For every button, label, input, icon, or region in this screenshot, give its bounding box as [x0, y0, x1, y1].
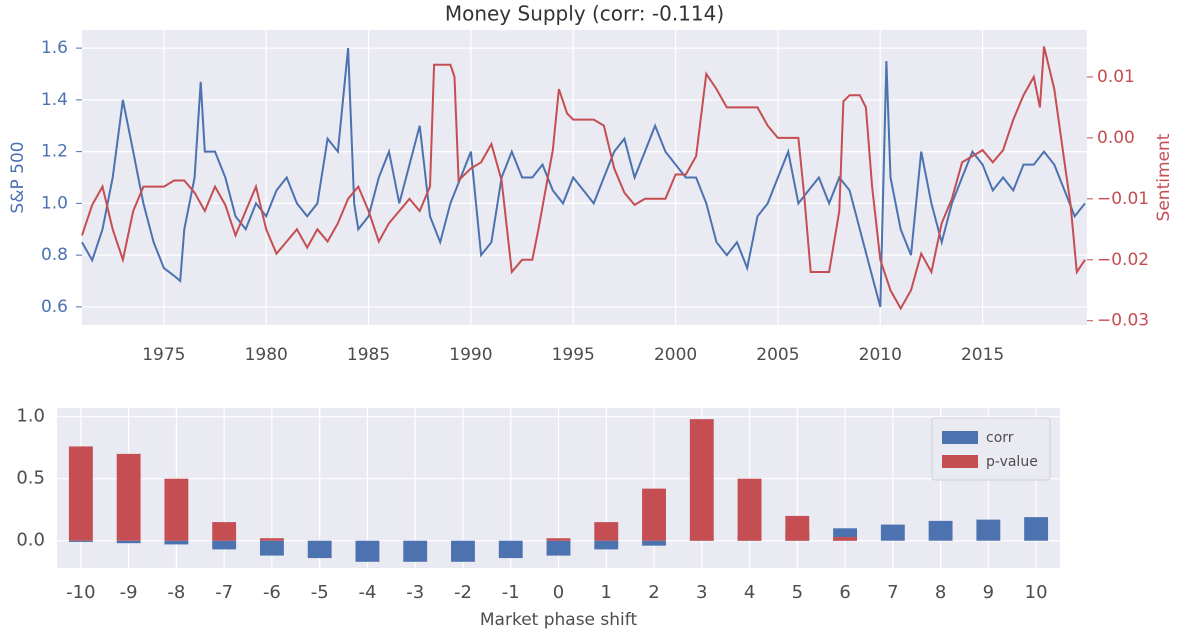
legend-label: p-value [986, 454, 1038, 470]
bar [880, 524, 905, 541]
x-tick-label: 9 [983, 582, 994, 603]
bar [212, 540, 237, 550]
y-tick-label: 1.0 [16, 406, 45, 427]
y-tick-label: 1.2 [41, 142, 68, 162]
y-tick-label: 1.4 [41, 90, 68, 110]
bar [737, 478, 762, 541]
x-tick-label: 1985 [347, 345, 390, 365]
bar [546, 538, 571, 541]
bar [68, 540, 93, 542]
legend-swatch [942, 431, 978, 444]
bar [451, 540, 475, 562]
legend-box [931, 417, 1051, 481]
bar [928, 520, 953, 541]
bar [785, 515, 810, 541]
x-tick-label: -9 [120, 582, 138, 603]
bar [546, 540, 571, 556]
bar [594, 522, 619, 541]
bar [116, 453, 141, 541]
x-tick-label: 1975 [142, 345, 185, 365]
bar [164, 540, 189, 545]
y2-tick-label: 0.01 [1097, 67, 1135, 87]
x-tick-label: 6 [839, 582, 850, 603]
bar [259, 538, 284, 541]
plot-background [82, 30, 1087, 325]
x-tick-label: -3 [406, 582, 424, 603]
y-tick-label: 0.0 [16, 530, 45, 551]
legend-swatch [942, 455, 978, 468]
x-tick-label: -8 [167, 582, 185, 603]
bar [403, 540, 428, 562]
line-series [81, 48, 1086, 308]
x-tick-label: 5 [792, 582, 803, 603]
line-series [81, 46, 1086, 311]
x-tick-label: -7 [215, 582, 233, 603]
bar [164, 478, 189, 541]
y2-axis-label: Sentiment [1154, 133, 1174, 221]
x-tick-label: 1990 [449, 345, 492, 365]
legend-label: corr [986, 430, 1014, 446]
bar [642, 540, 666, 546]
y-axis-label: S&P 500 [8, 141, 28, 213]
x-tick-label: -1 [502, 582, 520, 603]
x-tick-label: -4 [358, 582, 376, 603]
y2-tick-label: −0.03 [1097, 311, 1149, 331]
x-tick-label: 1980 [245, 345, 288, 365]
x-tick-label: 2000 [654, 345, 697, 365]
bar [976, 519, 1001, 541]
y-tick-label: 1.6 [41, 38, 68, 58]
x-tick-label: 2010 [859, 345, 902, 365]
bar [1024, 517, 1049, 541]
x-tick-label: 3 [696, 582, 707, 603]
y2-tick-label: 0.00 [1097, 128, 1135, 148]
x-tick-label: 1 [601, 582, 612, 603]
x-tick-label: 10 [1025, 582, 1048, 603]
x-tick-label: -10 [66, 582, 95, 603]
x-axis-label: Market phase shift [480, 610, 638, 630]
bar [594, 540, 619, 550]
y-tick-label: 0.8 [41, 245, 68, 265]
x-tick-label: 4 [744, 582, 755, 603]
x-tick-label: 0 [553, 582, 564, 603]
bar [355, 540, 380, 562]
bar [307, 540, 332, 559]
x-tick-label: 2 [648, 582, 659, 603]
bar [212, 522, 237, 541]
x-tick-label: 7 [887, 582, 898, 603]
x-tick-label: -5 [311, 582, 329, 603]
chart-title: Money Supply (corr: -0.114) [445, 2, 724, 26]
bar [116, 540, 141, 544]
bar [689, 419, 714, 541]
bar [833, 536, 858, 541]
bar [259, 540, 284, 556]
x-tick-label: -6 [263, 582, 281, 603]
x-tick-label: 8 [935, 582, 946, 603]
x-tick-label: 2005 [756, 345, 799, 365]
x-tick-label: -2 [454, 582, 472, 603]
y-tick-label: 1.0 [41, 193, 68, 213]
bar [642, 488, 666, 541]
bar [68, 446, 93, 541]
x-tick-label: 2015 [961, 345, 1004, 365]
y2-tick-label: −0.02 [1097, 250, 1149, 270]
y2-tick-label: −0.01 [1097, 189, 1149, 209]
bar [498, 540, 523, 559]
x-tick-label: 1995 [552, 345, 595, 365]
y-tick-label: 0.5 [16, 468, 45, 489]
y-tick-label: 0.6 [41, 297, 68, 317]
